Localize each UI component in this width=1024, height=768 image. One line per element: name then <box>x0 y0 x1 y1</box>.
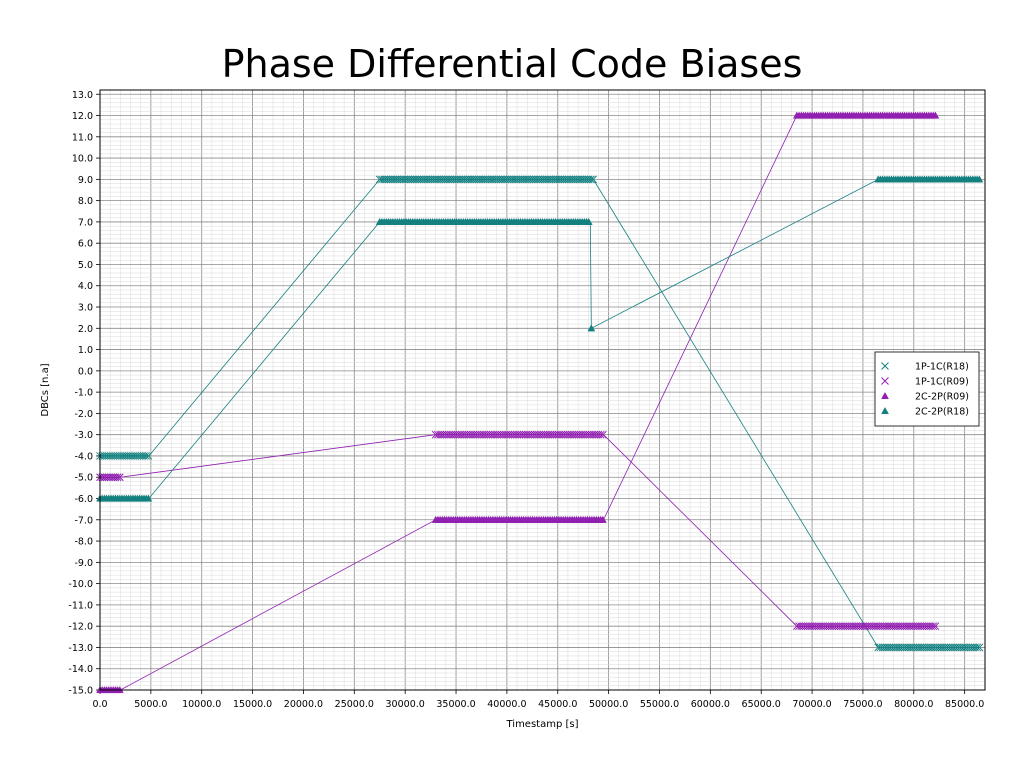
legend-marker <box>881 362 889 370</box>
plot-frame <box>99 89 986 691</box>
x-tick-label: 75000.0 <box>843 699 882 710</box>
y-tick-label: -14.0 <box>68 664 93 675</box>
y-tick-label: 7.0 <box>78 217 93 228</box>
y-tick-label: -3.0 <box>74 430 93 441</box>
legend-marker <box>881 391 889 400</box>
data-point <box>587 175 595 184</box>
y-tick-label: 4.0 <box>78 281 93 292</box>
y-tick-label: 12.0 <box>72 111 93 122</box>
series-line <box>100 434 938 627</box>
y-tick-label: 5.0 <box>78 260 93 271</box>
series-layer <box>96 111 984 694</box>
series-2C-2P(R18) <box>96 175 984 502</box>
data-point <box>584 217 593 225</box>
data-point <box>975 643 984 652</box>
x-tick-label: 20000.0 <box>284 699 323 710</box>
series-2C-2P(R09) <box>96 111 940 694</box>
x-tick-label: 80000.0 <box>894 699 933 710</box>
y-tick-label: 13.0 <box>72 90 93 101</box>
x-tick-label: 0.0 <box>92 699 107 710</box>
legend-entry-label: 2C-2P(R18) <box>915 407 969 418</box>
data-point <box>975 175 984 183</box>
series-line <box>100 178 980 499</box>
x-tick-label: 40000.0 <box>487 699 526 710</box>
data-point <box>142 452 151 460</box>
data-point <box>598 515 607 523</box>
y-tick-label: -8.0 <box>74 537 93 548</box>
x-axis-label: Timestamp [s] <box>505 719 578 730</box>
y-tick-label: -13.0 <box>68 643 93 654</box>
x-tick-label: 45000.0 <box>538 699 577 710</box>
legend: 1P-1C(R18) 1P-1C(R09) 2C-2P(R09) 2C-2P(R18) <box>874 351 980 427</box>
y-tick-label: -2.0 <box>74 409 93 420</box>
legend-marker <box>881 406 889 415</box>
legend-box <box>874 351 980 427</box>
legend-entry-label: 1P-1C(R18) <box>915 362 969 373</box>
y-tick-label: 3.0 <box>78 303 93 314</box>
data-point <box>115 473 124 482</box>
y-tick-label: -15.0 <box>68 686 93 697</box>
y-tick-label: 10.0 <box>72 154 93 165</box>
data-point <box>589 175 597 184</box>
y-tick-label: 0.0 <box>78 366 93 377</box>
y-tick-label: 9.0 <box>78 175 93 186</box>
data-point <box>929 622 938 631</box>
y-tick-label: -12.0 <box>68 622 93 633</box>
x-tick-label: 60000.0 <box>691 699 730 710</box>
y-axis-label: DBCs [n.a] <box>40 363 51 416</box>
data-point <box>931 622 940 631</box>
y-tick-label: -7.0 <box>74 515 93 526</box>
data-point <box>113 473 122 482</box>
x-tick-label: 15000.0 <box>233 699 272 710</box>
x-tick-label: 25000.0 <box>335 699 374 710</box>
data-point <box>596 430 605 439</box>
y-tick-label: -10.0 <box>68 579 93 590</box>
y-tick-label: 1.0 <box>78 345 93 356</box>
legend-entry-label: 1P-1C(R09) <box>915 377 969 388</box>
data-point <box>931 111 940 119</box>
y-tick-label: -1.0 <box>74 388 93 399</box>
data-point <box>144 494 153 502</box>
data-point <box>144 452 153 460</box>
x-tick-label: 55000.0 <box>640 699 679 710</box>
x-tick-label: 35000.0 <box>436 699 475 710</box>
y-tick-label: 11.0 <box>72 132 93 143</box>
x-tick-label: 5000.0 <box>134 699 167 710</box>
data-point <box>973 643 982 652</box>
x-tick-label: 70000.0 <box>792 699 831 710</box>
series-line <box>100 115 938 691</box>
y-tick-label: -5.0 <box>74 473 93 484</box>
data-point <box>599 430 607 439</box>
y-tick-label: -4.0 <box>74 451 93 462</box>
y-tick-label: 8.0 <box>78 196 93 207</box>
x-tick-label: 65000.0 <box>742 699 781 710</box>
x-tick-label: 10000.0 <box>182 699 221 710</box>
series-1P-1C(R18) <box>96 175 984 652</box>
y-tick-label: -9.0 <box>74 558 93 569</box>
series-1P-1C(R09) <box>96 430 940 631</box>
x-tick-label: 85000.0 <box>945 699 984 710</box>
y-tick-label: 2.0 <box>78 324 93 335</box>
chart-title: Phase Differential Code Biases <box>222 42 803 86</box>
y-tick-label: 6.0 <box>78 239 93 250</box>
legend-marker <box>881 377 889 385</box>
x-tick-label: 50000.0 <box>589 699 628 710</box>
y-tick-label: -6.0 <box>74 494 93 505</box>
x-tick-label: 30000.0 <box>386 699 425 710</box>
y-tick-label: -11.0 <box>68 600 93 611</box>
legend-entry-label: 2C-2P(R09) <box>915 392 969 403</box>
data-point <box>587 324 596 332</box>
